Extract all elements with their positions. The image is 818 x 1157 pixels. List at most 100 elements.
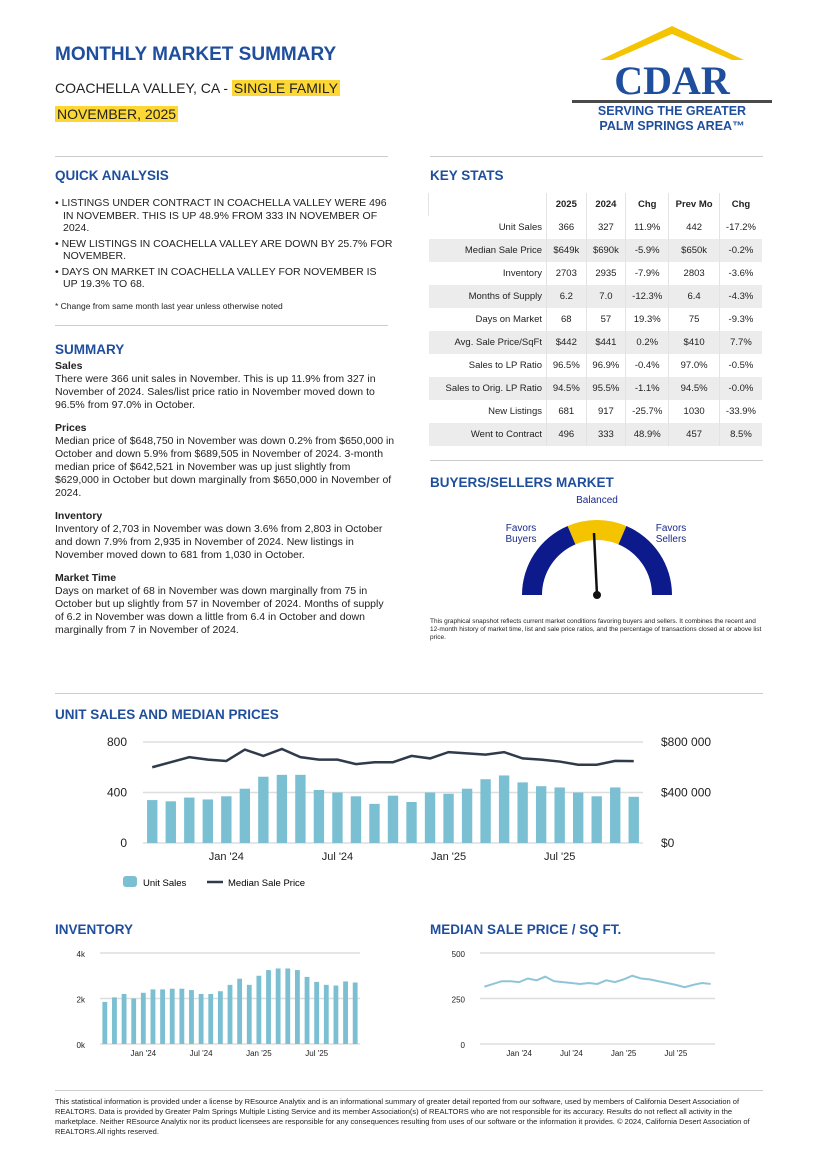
- logo-tagline-1: SERVING THE GREATER: [597, 104, 747, 118]
- list-item: • LISTINGS UNDER CONTRACT IN COACHELLA V…: [55, 197, 387, 234]
- cell: 457: [668, 423, 720, 446]
- gauge-note: This graphical snapshot reflects current…: [430, 618, 762, 641]
- list-item: • DAYS ON MARKET IN COACHELLA VALLEY FOR…: [55, 265, 377, 291]
- x-tick-label: Jan '24: [131, 1049, 157, 1058]
- cell: 48.9%: [625, 423, 669, 446]
- quick-analysis-title: QUICK ANALYSIS: [55, 168, 169, 183]
- table-row: Median Sale Price $649k $690k -5.9% $650k -0.…: [428, 239, 762, 262]
- table-row: Inventory 2703 2935 -7.9% 2803 -3.6%: [429, 262, 762, 285]
- x-tick-label: Jan '24: [506, 1049, 532, 1058]
- region-line: COACHELLA VALLEY, CA - SINGLE FAMILY: [55, 80, 340, 96]
- legend-unit-sales-label: Unit Sales: [143, 878, 187, 889]
- cell: -12.3%: [625, 285, 669, 308]
- inventory-bar: [217, 991, 223, 1044]
- inventory-bar: [266, 970, 271, 1044]
- unit-sales-median-price-chart: 0 400 800 $0 $400 000 $800 000 Jan '24 Jul '24 J…: [107, 735, 711, 889]
- cell: 1030: [668, 400, 720, 423]
- row-label: Unit Sales: [498, 222, 542, 233]
- cell: 2935: [585, 262, 626, 285]
- unit-sales-bar: [591, 796, 602, 843]
- cell: 917: [585, 400, 626, 423]
- y-tick-label: 2k: [77, 996, 86, 1005]
- y-tick-label: 400: [107, 786, 127, 800]
- y-right-tick-label: $400 000: [661, 786, 711, 800]
- summary-text: There were 366 unit sales in November. T…: [55, 373, 376, 411]
- cell: -0.0%: [718, 377, 762, 400]
- cell: -9.3%: [718, 308, 762, 331]
- row-label: Months of Supply: [428, 285, 547, 308]
- inventory-bar: [314, 981, 320, 1044]
- cell: $442: [546, 331, 587, 354]
- legend-median-price-label: Median Sale Price: [228, 878, 305, 889]
- table-row: Sales to Orig. LP Ratio 94.5% 95.5% -1.1% 94…: [428, 377, 762, 400]
- row-label: New Listings: [488, 406, 542, 417]
- unit-sales-bar: [628, 796, 639, 843]
- cell: $441: [585, 331, 626, 354]
- region: COACHELLA VALLEY, CA -: [55, 80, 232, 96]
- inventory-bar: [246, 984, 252, 1044]
- y-tick-label: 500: [452, 950, 466, 959]
- property-type: SINGLE FAMILY: [231, 80, 340, 96]
- table-row: Sales to LP Ratio 96.5% 96.9% -0.4% 97.0% -0.…: [429, 354, 762, 377]
- cell: -0.5%: [718, 354, 762, 377]
- inventory-chart: 0k 2k 4k Jan '24 Jul '24 Jan '25 Jul '25: [77, 950, 360, 1058]
- cell: 496: [546, 423, 587, 446]
- cell: 11.9%: [625, 216, 669, 239]
- x-tick-label: Jan '25: [431, 851, 466, 863]
- gauge-sellers-segment: [618, 525, 672, 595]
- row-label: Sales to Orig. LP Ratio: [428, 377, 547, 400]
- inventory-bar: [237, 978, 243, 1044]
- cell: 2703: [546, 262, 587, 285]
- unit-sales-bar: [573, 792, 584, 843]
- change-note: * Change from same month last year unles…: [55, 301, 283, 311]
- summary-text: Days on market of 68 in November was dow…: [55, 585, 384, 636]
- unit-sales-bar: [221, 796, 232, 843]
- inventory-bar: [198, 993, 204, 1044]
- x-tick-label: Jul '25: [305, 1049, 328, 1058]
- inventory-bar: [352, 982, 358, 1044]
- cell: $650k: [668, 239, 720, 262]
- x-tick-label: Jul '25: [664, 1049, 687, 1058]
- y-tick-label: 800: [107, 735, 127, 749]
- summary-body: Sales There were 366 unit sales in Novemb…: [55, 360, 395, 637]
- inventory-bar: [102, 1001, 108, 1044]
- y-tick-label: 250: [452, 996, 466, 1005]
- cell: 7.0: [585, 285, 626, 308]
- unit-sales-bar: [498, 775, 510, 843]
- x-tick-label: Jan '25: [246, 1049, 272, 1058]
- table-row: Avg. Sale Price/SqFt $442 $441 0.2% $410 7.7%: [428, 331, 762, 354]
- row-label: Days on Market: [475, 314, 542, 325]
- table-row: Went to Contract 496 333 48.9% 457 8.5%: [428, 423, 762, 446]
- price-sqft-line: [484, 974, 711, 989]
- summary-heading: Sales: [55, 360, 83, 372]
- inventory-bar: [189, 990, 194, 1044]
- cell: 19.3%: [625, 308, 669, 331]
- gauge-needle-hub: [593, 591, 601, 599]
- y-right-tick-label: $800 000: [661, 735, 711, 749]
- list-item: • NEW LISTINGS IN COACHELLA VALLEY ARE D…: [55, 237, 393, 263]
- summary-heading: Market Time: [55, 572, 117, 584]
- unit-sales-bar: [313, 789, 325, 843]
- cell: -25.7%: [625, 400, 669, 423]
- svg-text:CDAR: CDAR: [614, 58, 731, 103]
- cell: -1.1%: [625, 377, 669, 400]
- cell: 6.2: [546, 285, 587, 308]
- cell: $690k: [585, 239, 626, 262]
- unit-sales-bar: [258, 776, 269, 843]
- y-tick-label: 0: [120, 836, 127, 850]
- market-gauge: [522, 520, 672, 599]
- legend-unit-sales-swatch: [123, 876, 137, 887]
- cell: 366: [546, 216, 587, 239]
- unit-sales-bar: [610, 787, 621, 843]
- gauge-label-buyers: Favors Buyers: [505, 523, 537, 545]
- cell: 442: [668, 216, 720, 239]
- unit-sales-bar: [554, 787, 565, 843]
- inventory-bar: [121, 993, 127, 1044]
- unit-sales-bar: [202, 799, 213, 843]
- cell: 96.5%: [546, 354, 587, 377]
- inventory-bar: [160, 989, 165, 1044]
- unit-sales-bar: [387, 795, 399, 843]
- inventory-bar: [275, 968, 281, 1044]
- unit-sales-bar: [406, 801, 417, 843]
- key-stats-table: 2025 2024 Chg Prev Mo Chg Unit Sales 366 327 11.…: [428, 193, 762, 446]
